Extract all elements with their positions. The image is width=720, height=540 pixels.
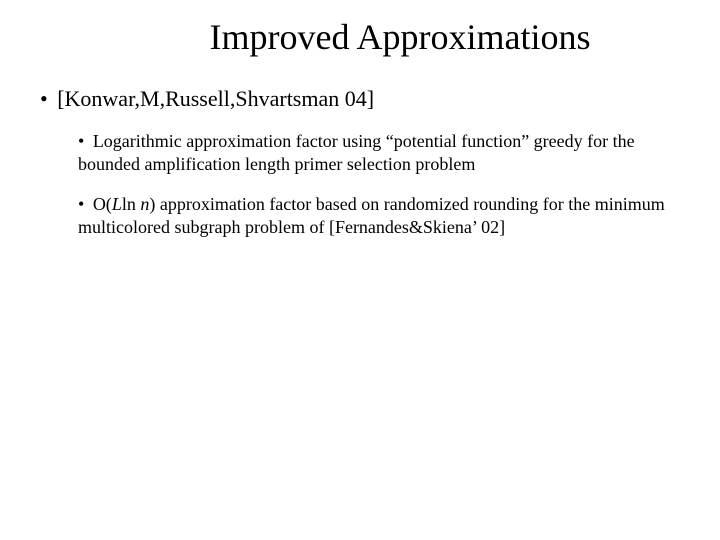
slide: Improved Approximations • [Konwar,M,Russ… <box>0 0 720 540</box>
sub-bullet-2-italic-n: n <box>140 194 149 214</box>
sub-bullet-1-text: Logarithmic approximation factor using “… <box>78 131 635 174</box>
slide-title: Improved Approximations <box>0 0 720 58</box>
bullet-icon: • <box>78 131 84 151</box>
sub-bullet-2-pre: O( <box>93 194 112 214</box>
level1-text: [Konwar,M,Russell,Shvartsman 04] <box>57 86 374 111</box>
sub-bullet-2-post: ) approximation factor based on randomiz… <box>78 194 665 237</box>
bullet-icon: • <box>78 194 84 214</box>
bullet-icon: • <box>40 86 48 111</box>
bullet-level1: • [Konwar,M,Russell,Shvartsman 04] <box>0 86 720 112</box>
sub-bullet-1: • Logarithmic approximation factor using… <box>78 130 680 175</box>
sub-bullets: • Logarithmic approximation factor using… <box>0 130 720 238</box>
sub-bullet-2: • O(Lln n) approximation factor based on… <box>78 193 680 238</box>
sub-bullet-2-mid: ln <box>122 194 141 214</box>
sub-bullet-2-italic-L: L <box>112 194 122 214</box>
